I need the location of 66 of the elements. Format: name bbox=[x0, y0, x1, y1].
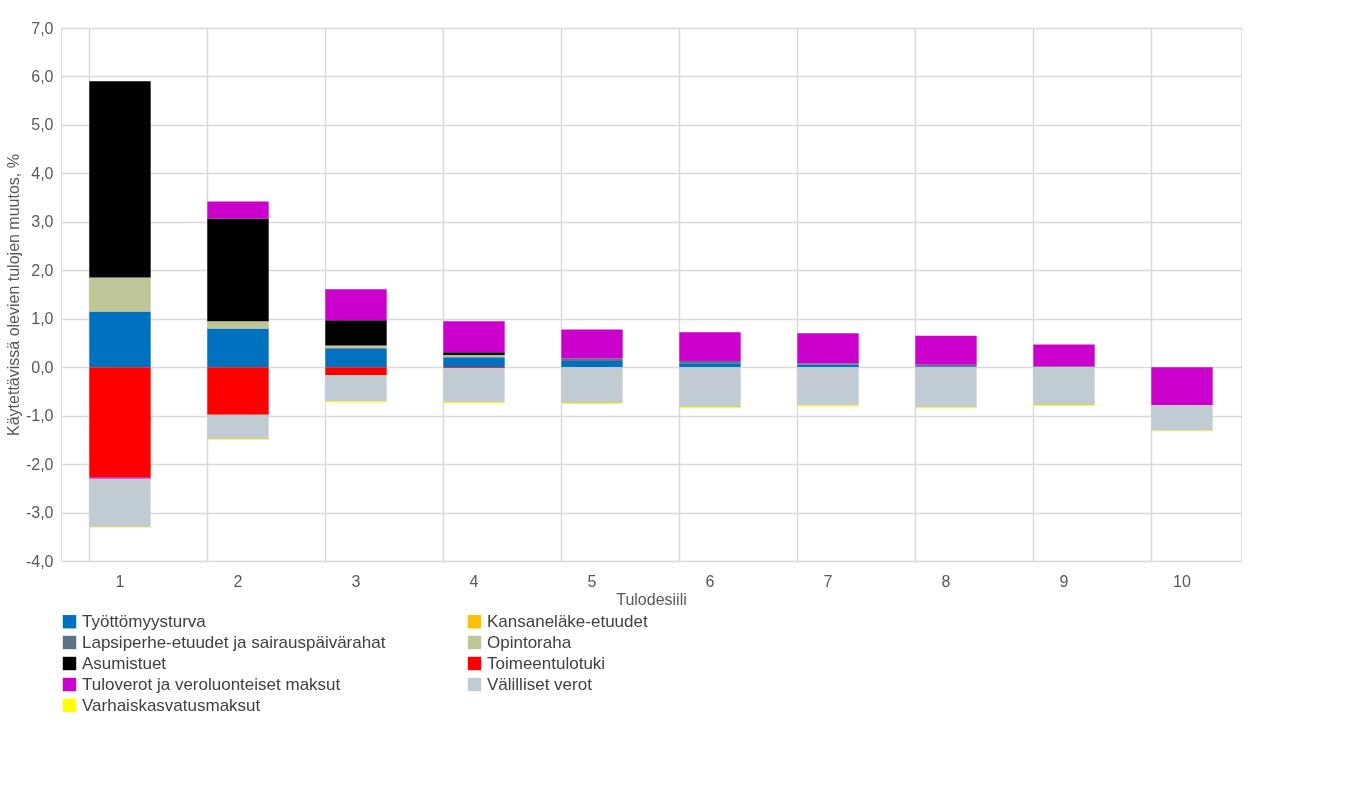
bar bbox=[679, 367, 741, 407]
x-tick-label: 5 bbox=[587, 572, 597, 590]
bar bbox=[207, 367, 269, 415]
legend-label: Tuloverot ja veroluonteiset maksut bbox=[82, 674, 341, 694]
bar bbox=[325, 374, 387, 402]
legend-label: Opintoraha bbox=[487, 632, 572, 652]
legend-label: Asumistuet bbox=[82, 653, 167, 673]
bar bbox=[797, 333, 859, 364]
y-tick-label: -2,0 bbox=[25, 455, 54, 473]
legend-label: Toimeentulotuki bbox=[487, 653, 606, 673]
y-tick-label: -3,0 bbox=[25, 504, 54, 522]
legend-label: Välilliset verot bbox=[487, 674, 593, 694]
bar bbox=[207, 218, 269, 322]
bar bbox=[915, 335, 977, 365]
bar bbox=[89, 367, 151, 478]
x-tick-label: 9 bbox=[1059, 572, 1069, 590]
bar bbox=[915, 367, 977, 408]
bar bbox=[1033, 367, 1095, 405]
x-tick-label: 6 bbox=[705, 572, 715, 590]
bar bbox=[325, 348, 387, 368]
x-tick-label: 7 bbox=[823, 572, 833, 590]
bar bbox=[89, 81, 151, 278]
x-tick-label: 10 bbox=[1173, 572, 1191, 590]
bar bbox=[89, 277, 151, 312]
bar bbox=[561, 367, 623, 404]
y-tick-label: 7,0 bbox=[31, 19, 54, 37]
y-tick-label: 0,0 bbox=[31, 358, 54, 376]
y-tick-label: 1,0 bbox=[31, 310, 54, 328]
legend-label: Varhaiskasvatusmaksut bbox=[82, 695, 261, 715]
bar bbox=[207, 414, 269, 439]
bar bbox=[89, 478, 151, 528]
x-tick-label: 3 bbox=[351, 572, 361, 590]
x-tick-label: 4 bbox=[469, 572, 479, 590]
x-tick-label: 2 bbox=[233, 572, 243, 590]
bar bbox=[1151, 404, 1213, 431]
y-tick-label: 6,0 bbox=[31, 67, 54, 85]
x-axis-title: Tulodesiili bbox=[616, 590, 687, 608]
bar bbox=[561, 358, 623, 361]
bar bbox=[797, 367, 859, 406]
legend-label: Työttömyysturva bbox=[82, 611, 207, 631]
legend-label: Lapsiperhe-etuudet ja sairauspäivärahat bbox=[82, 632, 386, 652]
bar bbox=[443, 321, 505, 353]
y-tick-label: 5,0 bbox=[31, 116, 54, 134]
bar bbox=[207, 321, 269, 329]
bar bbox=[561, 329, 623, 359]
y-tick-label: 2,0 bbox=[31, 261, 54, 279]
x-tick-label: 8 bbox=[941, 572, 951, 590]
bar bbox=[443, 368, 505, 403]
x-tick-label: 1 bbox=[115, 572, 125, 590]
bar bbox=[679, 332, 741, 361]
bar bbox=[1033, 344, 1095, 367]
bar bbox=[89, 311, 151, 368]
bar bbox=[325, 289, 387, 321]
bar bbox=[561, 360, 623, 368]
y-tick-label: -1,0 bbox=[25, 407, 54, 425]
bar bbox=[679, 363, 741, 368]
bar bbox=[207, 328, 269, 368]
y-axis-title: Käytettävissä olevien tulojen muutos, % bbox=[4, 154, 22, 436]
bar bbox=[1151, 367, 1213, 405]
bar bbox=[325, 367, 387, 375]
bar bbox=[207, 201, 269, 219]
bar bbox=[325, 320, 387, 346]
y-tick-label: 4,0 bbox=[31, 164, 54, 182]
y-tick-label: 3,0 bbox=[31, 213, 54, 231]
legend-label: Kansaneläke-etuudet bbox=[487, 611, 648, 631]
y-tick-label: -4,0 bbox=[25, 552, 54, 570]
